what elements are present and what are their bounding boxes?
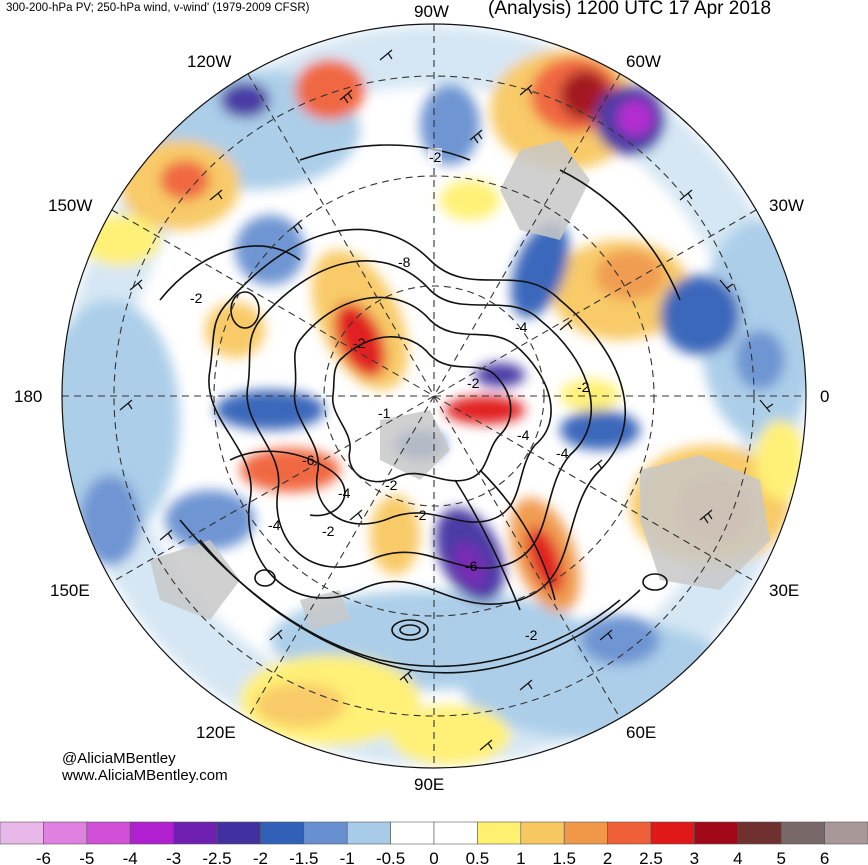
contour-label: -2 — [414, 507, 427, 523]
colorbar-tick-label: -1.5 — [289, 849, 318, 865]
colorbar-swatch — [607, 821, 652, 845]
colorbar-swatch — [260, 821, 305, 845]
colorbar-tick-label: 6 — [820, 849, 829, 865]
colorbar-tick-label: -6 — [36, 849, 51, 865]
lon-label-30e: 30E — [769, 581, 799, 600]
contour-label: -2 — [525, 627, 538, 643]
colorbar-swatch — [346, 821, 391, 845]
colorbar-swatch — [43, 821, 88, 845]
colorbar-swatch — [737, 821, 782, 845]
lon-label-120w: 120W — [187, 52, 231, 71]
colorbar-swatch — [303, 821, 348, 845]
lon-label-150e: 150E — [50, 581, 90, 600]
lon-label-180: 180 — [14, 387, 42, 406]
contour-label: -4 — [517, 427, 530, 443]
colorbar-swatch — [477, 821, 522, 845]
colorbar-swatch — [0, 821, 44, 845]
colorbar-swatch — [824, 821, 868, 845]
colorbar-tick-label: -0.5 — [376, 849, 405, 865]
map-boundary — [61, 23, 807, 769]
lon-label-90e: 90E — [414, 775, 444, 794]
colorbar-tick-label: 1 — [516, 849, 525, 865]
contour-label: -4 — [515, 319, 528, 335]
colorbar-swatch — [129, 821, 174, 845]
header-right-title: (Analysis) 1200 UTC 17 Apr 2018 — [488, 0, 772, 19]
colorbar-tick-label: 0.5 — [466, 849, 490, 865]
lat-lon-grid — [62, 24, 806, 768]
colorbar-tick-label: 4 — [733, 849, 742, 865]
credit-url: www.AliciaMBentley.com — [62, 767, 228, 784]
contour-label-group: -2 -8 -2 -4 -2 -2 -1 -4 -6 -4 -2 -6 -2 -… — [190, 148, 590, 643]
colorbar-swatch — [173, 821, 218, 845]
colorbar-tick-label: 1.5 — [552, 849, 576, 865]
colorbar-tick-label: 0 — [429, 849, 438, 865]
colorbar-tick-label: 5 — [776, 849, 785, 865]
lon-label-30w: 30W — [769, 196, 804, 215]
longitude-labels: 90W 60W 30W 0 30E 60E 90E 120E 150E 180 … — [14, 2, 829, 794]
colorbar-tick-label: -2 — [253, 849, 268, 865]
colorbar-tick-label: 3 — [690, 849, 699, 865]
colorbar-tick-label: -4 — [123, 849, 138, 865]
colorbar-swatch — [520, 821, 565, 845]
lon-label-0: 0 — [820, 387, 829, 406]
contour-label: -8 — [398, 254, 411, 270]
contour-label: -2 — [577, 379, 590, 395]
colorbar-swatch — [694, 821, 739, 845]
lon-label-120e: 120E — [196, 723, 236, 742]
colorbar-tick-label: -2.5 — [202, 849, 231, 865]
colorbar-swatch — [780, 821, 825, 845]
lon-label-150w: 150W — [48, 196, 92, 215]
contour-label: -2 — [190, 290, 203, 306]
colorbar-swatch — [86, 821, 131, 845]
colorbar-swatch — [563, 821, 608, 845]
lon-label-60w: 60W — [626, 52, 661, 71]
pv-contours — [159, 144, 681, 674]
contour-label: -4 — [556, 445, 569, 461]
contour-label: -2 — [467, 375, 480, 391]
contour-label: -2 — [322, 523, 335, 539]
contour-label: -4 — [268, 517, 281, 533]
pv-field — [62, 24, 806, 768]
contour-label: -2 — [429, 149, 442, 165]
colorbar-swatch — [216, 821, 261, 845]
colorbar-swatch — [650, 821, 695, 845]
colorbar-tick-label: -5 — [79, 849, 94, 865]
lon-label-90w: 90W — [414, 2, 449, 21]
colorbar-tick-label: 2 — [603, 849, 612, 865]
land-masses — [150, 140, 770, 630]
contour-label: -4 — [338, 485, 351, 501]
colorbar: -6 -5 -4 -3 -2.5 -2 -1.5 -1 -0.5 0 0.5 1 1.5 2 2.5 3 4 5 6 — [0, 821, 868, 865]
colorbar-tick-label: 2.5 — [639, 849, 663, 865]
colorbar-swatch — [433, 821, 478, 845]
header-left-title: 300-200-hPa PV; 250-hPa wind, v-wind' (1… — [6, 2, 310, 14]
colorbar-tick-label: -1 — [340, 849, 355, 865]
colorbar-swatch — [390, 821, 435, 845]
contour-label: -2 — [353, 335, 366, 351]
credit-handle: @AliciaMBentley — [62, 750, 176, 767]
colorbar-tick-label: -3 — [166, 849, 181, 865]
lon-label-60e: 60E — [626, 723, 656, 742]
contour-label: -6 — [302, 452, 315, 468]
contour-label: -6 — [465, 558, 478, 574]
contour-label: -2 — [385, 477, 398, 493]
contour-label: -1 — [378, 405, 391, 421]
